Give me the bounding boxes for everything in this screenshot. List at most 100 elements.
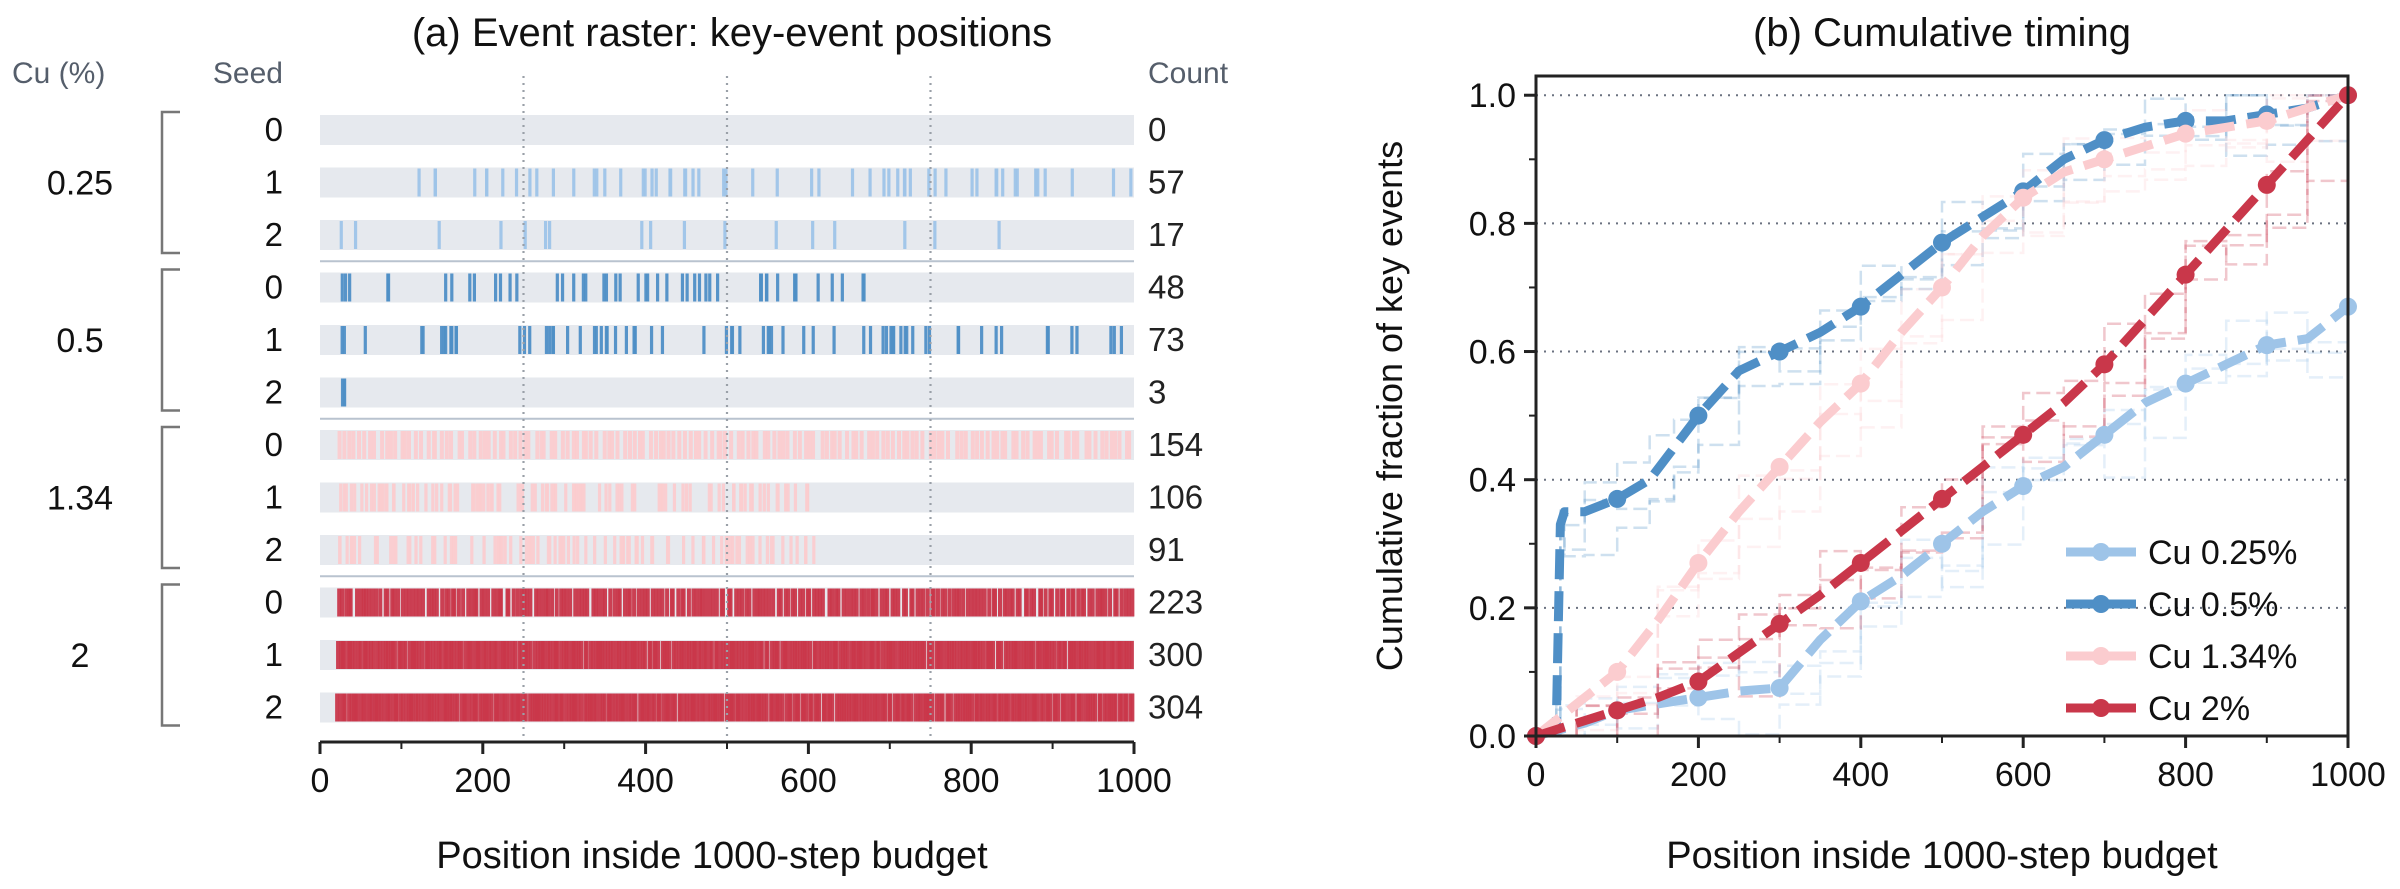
seed-label: 0 [265, 269, 283, 306]
event-tick [549, 431, 554, 459]
event-tick [859, 588, 864, 617]
series-marker [2095, 131, 2114, 150]
event-tick [811, 326, 815, 354]
event-tick [762, 693, 767, 722]
event-tick [812, 536, 816, 564]
event-tick [798, 641, 803, 669]
event-tick [444, 588, 449, 617]
event-tick [751, 431, 756, 459]
event-tick [648, 641, 653, 669]
event-tick [374, 588, 379, 617]
event-tick [555, 273, 559, 302]
event-tick [740, 588, 745, 617]
event-tick [784, 483, 788, 512]
event-tick [646, 693, 651, 722]
event-tick [1100, 431, 1105, 459]
event-tick [918, 693, 923, 722]
x-tick-label-a: 600 [780, 762, 837, 800]
event-tick [643, 588, 648, 617]
event-tick [579, 588, 584, 617]
event-tick [1005, 641, 1010, 669]
event-tick [335, 693, 340, 722]
event-tick [746, 641, 751, 669]
event-tick [1000, 431, 1005, 459]
event-tick [850, 168, 855, 197]
event-tick [576, 693, 581, 722]
event-tick [790, 641, 795, 669]
event-tick [933, 168, 937, 197]
event-tick [795, 641, 800, 669]
event-tick [815, 588, 820, 617]
event-tick [866, 588, 871, 617]
event-tick [636, 273, 640, 302]
event-tick [455, 693, 460, 722]
event-tick [378, 588, 383, 617]
series-marker [1851, 297, 1870, 316]
event-tick [579, 693, 584, 722]
event-tick [1000, 326, 1004, 354]
event-tick [654, 431, 659, 459]
event-tick [526, 641, 531, 669]
event-tick [400, 693, 405, 722]
event-tick [697, 168, 701, 197]
event-tick [955, 431, 960, 459]
event-tick [491, 588, 496, 617]
event-tick [510, 641, 515, 669]
event-tick [665, 693, 670, 722]
event-tick [425, 641, 430, 669]
event-tick [482, 431, 487, 459]
event-tick [770, 693, 775, 722]
event-tick [743, 483, 747, 512]
event-tick [358, 641, 363, 669]
event-tick [890, 431, 895, 459]
series-marker [2176, 374, 2195, 393]
series-marker [1933, 278, 1951, 297]
event-tick [642, 641, 647, 669]
seed-trace [1536, 93, 2348, 738]
event-tick [854, 588, 859, 617]
event-tick [513, 641, 518, 669]
event-tick [702, 326, 706, 354]
seed-trace [1536, 94, 2350, 738]
event-tick [856, 693, 861, 722]
event-tick [724, 326, 729, 354]
event-tick [956, 326, 960, 354]
event-tick [967, 693, 972, 722]
event-tick [737, 588, 742, 617]
event-tick [837, 693, 842, 722]
event-tick [1119, 326, 1124, 354]
event-tick [766, 431, 771, 459]
event-tick [440, 483, 444, 512]
event-tick [482, 536, 486, 564]
event-tick [604, 483, 608, 512]
event-tick [572, 536, 576, 564]
event-tick [917, 641, 922, 669]
event-tick [614, 273, 618, 302]
event-tick [832, 326, 836, 354]
event-tick [588, 431, 593, 459]
legend-swatch-marker [2092, 699, 2110, 717]
event-tick [682, 536, 686, 564]
event-tick [1039, 588, 1044, 617]
event-tick [435, 483, 439, 512]
event-tick [388, 431, 393, 459]
event-tick [1041, 693, 1046, 722]
y-tick-label: 0.0 [1469, 718, 1516, 756]
event-tick [645, 588, 650, 617]
event-tick [944, 168, 948, 197]
event-tick [841, 588, 846, 617]
y-tick-label: 0.8 [1469, 205, 1516, 243]
event-tick [885, 431, 890, 459]
event-tick [401, 641, 406, 669]
event-tick [1083, 693, 1088, 722]
event-tick [1047, 431, 1052, 459]
event-tick [693, 273, 697, 302]
event-tick [636, 588, 641, 617]
event-tick [459, 641, 464, 669]
event-tick [355, 588, 360, 617]
event-tick [951, 641, 956, 669]
event-tick [480, 693, 485, 722]
event-tick [528, 588, 533, 617]
event-tick [1077, 693, 1082, 722]
event-tick [893, 588, 898, 617]
